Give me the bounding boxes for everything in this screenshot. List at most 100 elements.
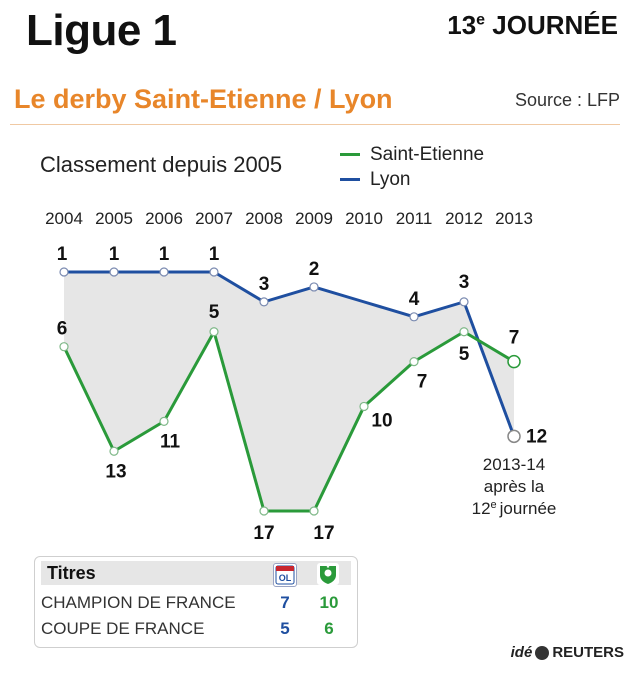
titles-row-label: CHAMPION DE FRANCE	[41, 593, 236, 612]
saint-etienne-data-label: 7	[509, 328, 520, 349]
legend-swatch-lyon	[340, 178, 360, 181]
annotation-line-3-number: 12	[472, 499, 491, 518]
series-points	[59, 267, 521, 516]
lyon-crest-graphic: OL	[275, 565, 295, 585]
credit-ide: idé	[510, 644, 533, 661]
lyon-point	[259, 297, 269, 307]
matchday-label: 13e JOURNÉE	[447, 10, 618, 41]
chart-heading: Classement depuis 2005	[40, 152, 283, 177]
series-line-lyon	[64, 270, 516, 437]
x-tick-label: 2010	[345, 209, 383, 228]
credit-reuters: REUTERS	[552, 644, 624, 661]
lyon-cup-count: 5	[280, 619, 290, 638]
x-tick-label: 2008	[245, 209, 283, 228]
saint-etienne-point	[507, 354, 521, 369]
lyon-crest-icon: OL	[273, 563, 297, 587]
chart-annotation: 2013-14 après la 12e journée	[472, 455, 557, 518]
lyon-point	[409, 312, 419, 322]
x-tick-label: 2012	[445, 209, 483, 228]
header-divider	[10, 124, 620, 125]
x-tick-label: 2007	[195, 209, 233, 228]
reuters-logo-icon	[535, 645, 550, 660]
x-tick-label: 2004	[45, 209, 83, 228]
x-tick-label: 2011	[396, 209, 433, 228]
lyon-point	[109, 267, 119, 277]
series-line-saint-etienne	[62, 330, 515, 513]
chart-subtitle: Le derby Saint-Etienne / Lyon	[14, 84, 393, 114]
lyon-point	[507, 429, 521, 444]
saint-etienne-data-label: 10	[371, 410, 392, 431]
legend-item-saint-etienne: Saint-Etienne	[340, 142, 484, 167]
saint-etienne-data-label: 7	[417, 372, 428, 393]
saint-etienne-data-label: 13	[105, 461, 126, 482]
saint-etienne-crest-graphic: ★	[320, 564, 336, 584]
lyon-point	[159, 267, 169, 277]
saint-etienne-data-label: 5	[459, 344, 470, 365]
titles-table: Titres OL ★ CHAMPION DE FRANCE 7 10 COUP…	[34, 556, 358, 648]
lyon-point	[59, 267, 69, 277]
lyon-data-label: 1	[109, 244, 120, 265]
saint-etienne-champion-count: 10	[319, 593, 339, 612]
saint-etienne-point	[159, 416, 169, 426]
matchday-number: 13	[447, 10, 477, 40]
legend-swatch-saint-etienne	[340, 153, 360, 156]
saint-etienne-point	[209, 327, 219, 337]
saint-etienne-point	[309, 506, 319, 516]
saint-etienne-point	[409, 357, 419, 367]
saint-etienne-data-label: 11	[160, 431, 181, 452]
annotation-line-2: après la	[484, 477, 545, 496]
saint-etienne-point	[459, 327, 469, 337]
saint-etienne-cup-count: 6	[324, 619, 334, 638]
lyon-data-label: 1	[209, 244, 220, 265]
x-tick-label: 2009	[295, 209, 333, 228]
fill-between-area	[64, 272, 514, 511]
legend: Saint-Etienne Lyon	[340, 142, 484, 192]
legend-label-saint-etienne: Saint-Etienne	[370, 143, 485, 165]
fill-between-path	[64, 272, 514, 511]
lyon-data-label: 1	[159, 244, 170, 265]
lyon-data-label: 4	[409, 289, 420, 310]
titles-row-champion: CHAMPION DE FRANCE 7 10	[41, 593, 351, 617]
lyon-data-label: 3	[459, 272, 470, 293]
lyon-data-label: 2	[309, 259, 320, 280]
saint-etienne-data-label: 17	[313, 523, 334, 544]
saint-etienne-point	[359, 401, 369, 412]
source-label: Source : LFP	[514, 90, 620, 110]
credit: idé REUTERS	[511, 644, 624, 661]
matchday-suffix: e	[476, 11, 486, 29]
saint-etienne-data-label: 17	[253, 523, 274, 544]
page-title: Ligue 1	[26, 6, 177, 55]
saint-etienne-data-label: 6	[57, 319, 68, 340]
titles-heading: Titres	[47, 563, 96, 583]
lyon-champion-count: 7	[280, 593, 290, 612]
saint-etienne-data-label: 5	[209, 302, 220, 323]
annotation-line-3: 12e journée	[472, 499, 557, 518]
lyon-point	[209, 267, 219, 277]
titles-table-header: Titres OL ★	[41, 561, 351, 587]
x-tick-label: 2013	[495, 209, 533, 228]
x-tick-labels: 2004 2005 2006 2007 2008 2009 2010 2011 2012 2013	[45, 209, 533, 228]
saint-etienne-point	[59, 342, 69, 352]
lyon-data-label: 1	[57, 244, 68, 265]
titles-row-label: COUPE DE FRANCE	[41, 619, 205, 638]
saint-etienne-point	[109, 446, 119, 456]
svg-text:OL: OL	[279, 573, 292, 583]
matchday-word: JOURNÉE	[492, 10, 618, 40]
saint-etienne-point	[259, 506, 269, 516]
lyon-data-label: 3	[259, 274, 270, 295]
legend-label-lyon: Lyon	[370, 168, 411, 190]
svg-text:★: ★	[326, 564, 331, 570]
lyon-data-label: 12	[526, 426, 547, 447]
x-tick-label: 2006	[145, 209, 183, 228]
annotation-line-3-word: journée	[499, 499, 557, 518]
saint-etienne-crest-icon: ★	[317, 563, 339, 585]
lyon-point	[459, 297, 469, 307]
titles-row-coupe: COUPE DE FRANCE 5 6	[41, 619, 351, 643]
annotation-line-1: 2013-14	[483, 455, 545, 474]
series-lines	[62, 270, 516, 513]
ranking-chart: 2004 2005 2006 2007 2008 2009 2010 2011 2012 2013…	[45, 209, 557, 544]
x-tick-label: 2005	[95, 209, 133, 228]
legend-item-lyon: Lyon	[340, 167, 484, 192]
lyon-point	[309, 282, 319, 292]
